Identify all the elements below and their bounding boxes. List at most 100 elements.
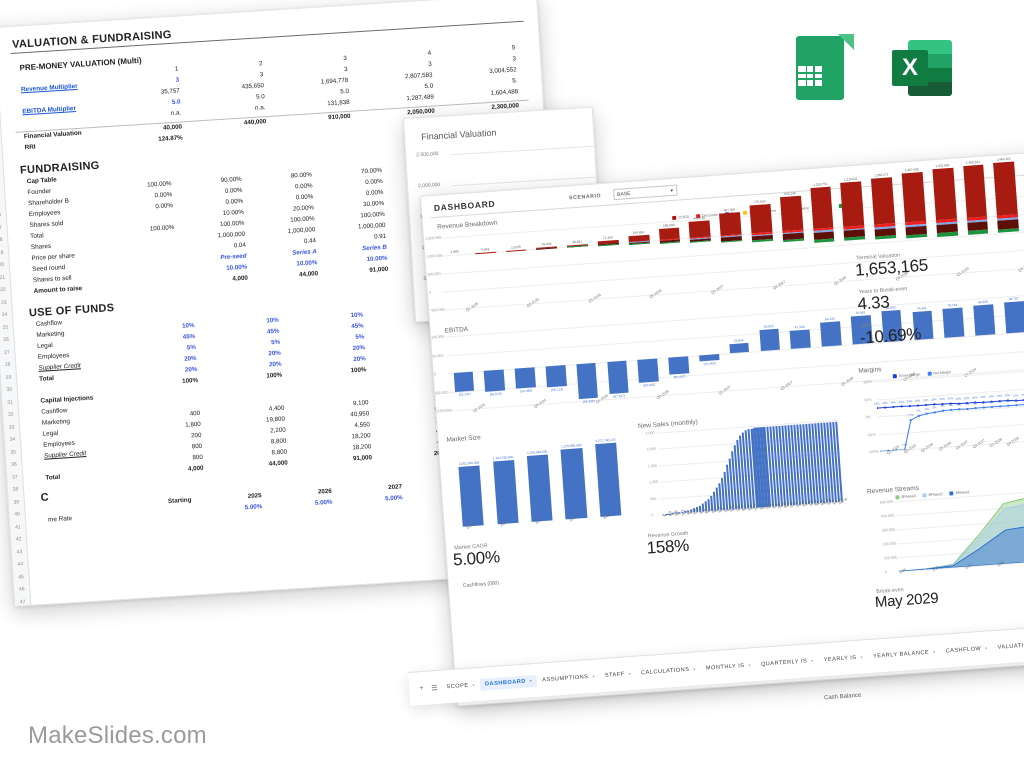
- margins-lines: [875, 397, 1024, 452]
- y-tick-label: 2,500: [645, 430, 655, 436]
- app-icons: X: [786, 34, 954, 102]
- google-sheets-icon[interactable]: [786, 34, 854, 102]
- bar[interactable]: [719, 212, 742, 236]
- bar[interactable]: [484, 369, 506, 392]
- all-sheets-icon[interactable]: ☰: [431, 684, 438, 692]
- bar[interactable]: [779, 196, 804, 232]
- data-label: 23%: [914, 399, 921, 403]
- legend-item: Gross Margin: [892, 372, 921, 379]
- bar[interactable]: [453, 371, 475, 392]
- chevron-down-icon[interactable]: ▾: [472, 682, 476, 688]
- add-sheet-icon[interactable]: +: [418, 684, 424, 693]
- tab-monthly-is[interactable]: MONTHLY IS ▾: [700, 659, 756, 675]
- bar[interactable]: [758, 328, 781, 352]
- bar[interactable]: [699, 354, 720, 362]
- chevron-down-icon[interactable]: ▾: [860, 654, 864, 660]
- data-label: 66,133: [824, 316, 835, 321]
- bar[interactable]: [594, 442, 622, 517]
- tab-dashboard[interactable]: DASHBOARD ▾: [479, 674, 538, 691]
- bar-negative[interactable]: [782, 229, 804, 243]
- microsoft-excel-icon[interactable]: X: [886, 34, 954, 102]
- tab-yearly-balance[interactable]: YEARLY BALANCE ▾: [868, 645, 941, 662]
- chevron-down-icon[interactable]: ▾: [628, 671, 632, 677]
- revenue-streams-chart[interactable]: 500,000 400,000 300,000 200,000 100,000 0: [880, 489, 1024, 574]
- bar[interactable]: [576, 362, 599, 400]
- y-tick-label: 100,000: [883, 555, 897, 561]
- chevron-down-icon[interactable]: ▾: [932, 649, 936, 655]
- bar[interactable]: [526, 454, 553, 522]
- y-tick-label: 0: [428, 290, 432, 295]
- legend-label: $Phase1: [955, 490, 971, 496]
- data-label: -17%: [907, 413, 914, 418]
- bar[interactable]: [749, 204, 773, 234]
- tab-yearly-is[interactable]: YEARLY IS ▾: [818, 651, 868, 667]
- bar[interactable]: [993, 161, 1019, 216]
- bar[interactable]: [458, 465, 485, 527]
- tab-label: SCOPE: [446, 682, 469, 690]
- bar-negative[interactable]: [812, 227, 835, 243]
- bar[interactable]: [606, 360, 629, 395]
- bar[interactable]: [901, 171, 926, 223]
- bar[interactable]: [729, 343, 750, 354]
- bar-negative[interactable]: [628, 240, 650, 245]
- bar[interactable]: [871, 176, 896, 225]
- chevron-down-icon[interactable]: ▾: [693, 666, 697, 672]
- bar[interactable]: [809, 186, 834, 229]
- bar-negative[interactable]: [659, 238, 681, 244]
- tab-scope[interactable]: SCOPE ▾: [441, 678, 480, 693]
- bar[interactable]: [688, 220, 711, 238]
- bar[interactable]: [637, 358, 659, 384]
- data-label: 5,949: [481, 246, 490, 252]
- data-label: 0%: [932, 406, 937, 410]
- bar[interactable]: [668, 356, 690, 375]
- chevron-down-icon[interactable]: ▾: [985, 645, 988, 651]
- bar[interactable]: [514, 367, 536, 389]
- chevron-down-icon[interactable]: ▾: [529, 678, 533, 684]
- chevron-down-icon[interactable]: ▾: [592, 673, 596, 679]
- bar[interactable]: [962, 164, 988, 218]
- data-label: 4%: [1005, 399, 1010, 403]
- bar-negative[interactable]: [720, 234, 743, 243]
- legend-swatch: [922, 493, 927, 498]
- tab-cashflow[interactable]: CASHFLOW ▾: [940, 642, 993, 658]
- data-label: 19%: [996, 394, 1003, 399]
- tab-label: CALCULATIONS: [640, 666, 690, 676]
- data-label: 23%: [922, 398, 929, 403]
- margins-chart[interactable]: 100% 50% 0% -50% -100% 24% 24% 24% 24% 23% 23% 23% 2…: [863, 369, 1024, 454]
- data-label: 4%: [981, 401, 986, 405]
- bar[interactable]: [492, 459, 519, 525]
- y-tick-label: 0: [433, 372, 436, 377]
- bar[interactable]: [820, 320, 842, 347]
- tab-assumptions[interactable]: ASSUMPTIONS ▾: [537, 670, 600, 686]
- bar[interactable]: [789, 329, 811, 349]
- data-label: 23%: [906, 399, 913, 404]
- data-label: 24%: [873, 401, 880, 406]
- y-tick-label: -100%: [868, 449, 879, 455]
- bar[interactable]: [932, 167, 957, 221]
- data-label: 4%: [973, 401, 978, 406]
- bar[interactable]: [560, 448, 588, 520]
- y-tick-label: 1,500,000: [424, 235, 442, 241]
- chevron-down-icon[interactable]: ▾: [811, 657, 814, 664]
- data-label: 24%: [882, 401, 888, 405]
- legend-label: $Phase2: [928, 492, 943, 498]
- tab-label: ASSUMPTIONS: [542, 673, 589, 683]
- tab-staff[interactable]: STAFF ▾: [599, 667, 636, 682]
- bar[interactable]: [545, 365, 567, 388]
- tab-calculations[interactable]: CALCULATIONS ▾: [636, 663, 702, 680]
- tab-quarterly-is[interactable]: QUARTERLY IS ▾: [756, 654, 820, 670]
- market-size-chart[interactable]: 1,051,200,000 1,103,760,000 1,158,948,000 1…: [453, 435, 630, 527]
- scenario-value: BASE: [616, 190, 631, 198]
- data-label: 29,636: [541, 241, 552, 247]
- legend-label: Gross Margin: [898, 372, 921, 378]
- tab-valuation[interactable]: VALUATION▾: [992, 638, 1024, 654]
- tab-label: CASHFLOW: [945, 645, 982, 655]
- bar[interactable]: [840, 181, 865, 227]
- bar-negative[interactable]: [751, 231, 773, 243]
- scenario-dropdown[interactable]: BASE ▾: [612, 184, 678, 201]
- data-label: (45,447): [673, 374, 686, 380]
- data-label: (63,292): [643, 383, 656, 388]
- data-label: 40,661: [572, 239, 583, 244]
- chevron-down-icon[interactable]: ▾: [748, 662, 752, 668]
- bar-negative[interactable]: [689, 236, 712, 244]
